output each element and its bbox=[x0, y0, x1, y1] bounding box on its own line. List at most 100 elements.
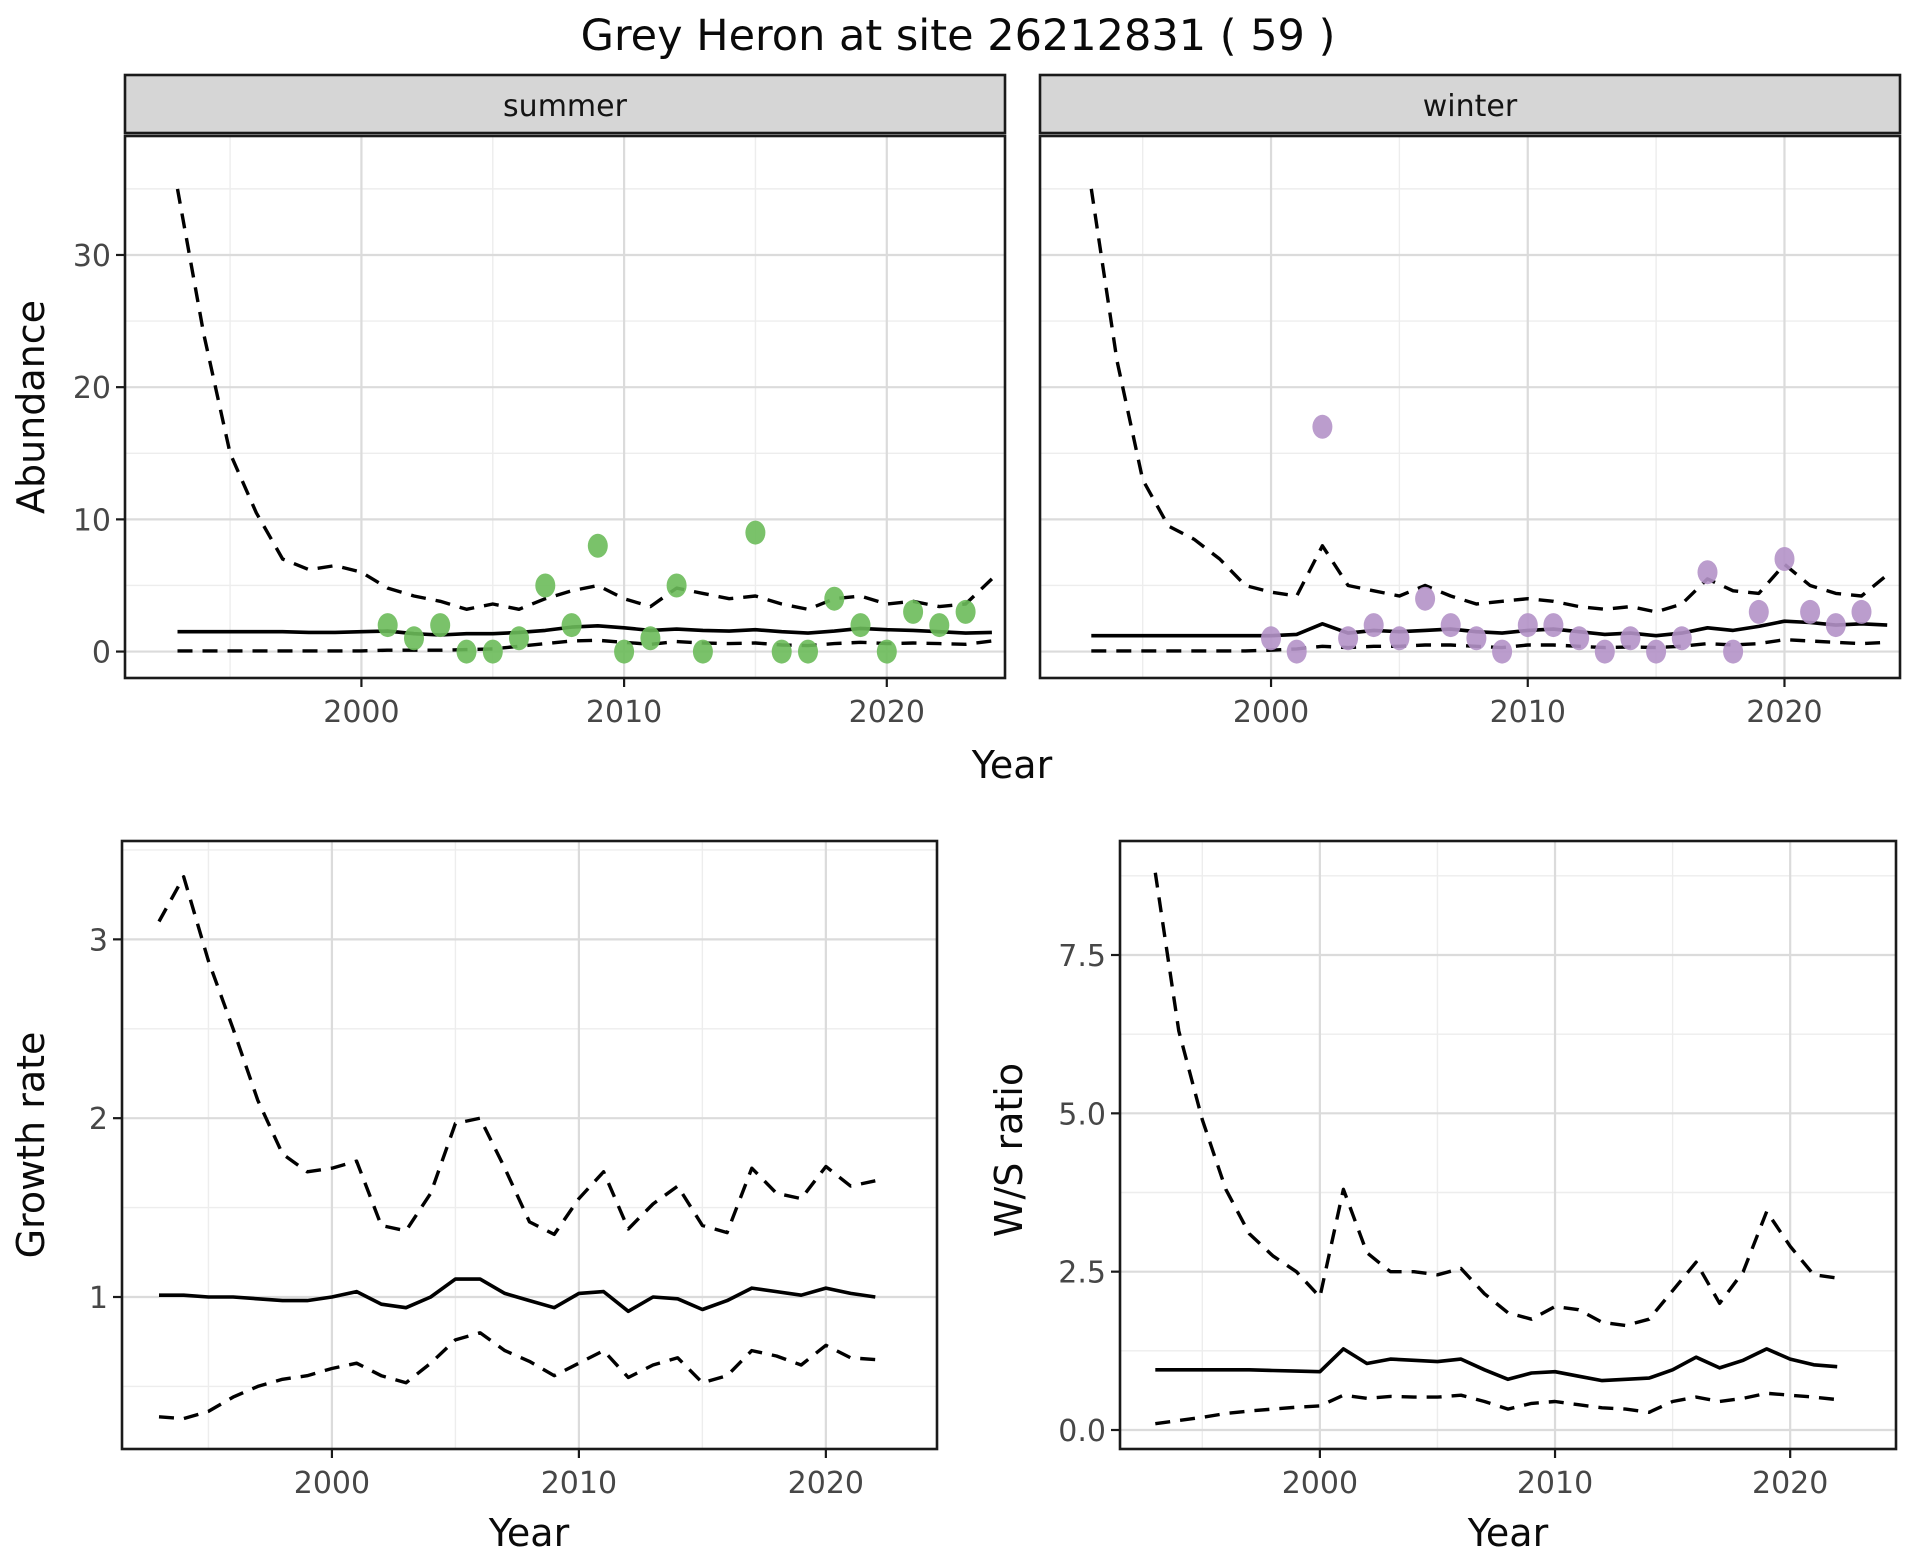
panel-abundance-summer: 2000 2010 2020 0 10 20 30 bbox=[73, 134, 1007, 730]
data-point bbox=[903, 599, 924, 624]
upper-ci-line bbox=[175, 188, 994, 611]
panel-border bbox=[1118, 839, 1898, 1451]
facet-strip-label-summer: summer bbox=[503, 89, 628, 124]
data-point bbox=[850, 613, 871, 638]
data-point bbox=[1569, 626, 1590, 651]
data-point bbox=[1363, 613, 1384, 638]
lower-ci-line bbox=[1155, 1391, 1838, 1426]
data-point bbox=[1389, 626, 1410, 651]
data-point bbox=[1697, 560, 1718, 585]
data-point bbox=[1671, 626, 1692, 651]
data-point bbox=[1261, 626, 1281, 651]
data-point bbox=[1620, 626, 1641, 651]
y-tick-label: 0.0 bbox=[1058, 1414, 1106, 1449]
data-point bbox=[1594, 639, 1615, 664]
x-tick-label: 2010 bbox=[1517, 1466, 1593, 1501]
y-tick-label: 2.5 bbox=[1058, 1256, 1106, 1291]
x-axis-title-year-growth: Year bbox=[488, 1511, 570, 1555]
data-point bbox=[824, 586, 845, 611]
data-point bbox=[798, 639, 818, 664]
data-point bbox=[1851, 599, 1872, 624]
data-point bbox=[1338, 626, 1359, 651]
data-point bbox=[955, 599, 976, 624]
y-axis-title-growth-rate: Growth rate bbox=[9, 1032, 53, 1259]
data-point bbox=[1517, 613, 1538, 638]
x-tick-label: 2010 bbox=[541, 1466, 617, 1501]
x-tick-label: 2010 bbox=[586, 695, 662, 730]
x-tick-label: 2020 bbox=[788, 1466, 864, 1501]
data-point bbox=[745, 520, 766, 545]
data-point bbox=[1286, 639, 1307, 664]
data-point bbox=[1466, 626, 1487, 651]
y-tick-label: 30 bbox=[73, 239, 111, 274]
data-point bbox=[771, 639, 792, 664]
x-tick-label: 2000 bbox=[1282, 1466, 1358, 1501]
panel-border bbox=[120, 839, 939, 1451]
upper-ci-line bbox=[1153, 872, 1838, 1328]
data-point bbox=[482, 639, 503, 664]
x-tick-label: 2000 bbox=[294, 1466, 370, 1501]
data-point bbox=[377, 613, 398, 638]
upper-ci-line bbox=[157, 875, 876, 1237]
data-point bbox=[509, 626, 529, 651]
data-point bbox=[876, 639, 897, 664]
data-point bbox=[430, 613, 451, 638]
panel-border bbox=[1038, 134, 1902, 680]
fit-line bbox=[1155, 1347, 1838, 1383]
data-point bbox=[1543, 613, 1564, 638]
y-axis-title-ws-ratio: W/S ratio bbox=[987, 1063, 1031, 1237]
data-point bbox=[404, 626, 424, 651]
data-point bbox=[1312, 414, 1333, 439]
data-point bbox=[1748, 599, 1769, 624]
data-point bbox=[640, 626, 661, 651]
y-tick-label: 2 bbox=[89, 1102, 108, 1137]
data-point bbox=[1825, 613, 1846, 638]
y-tick-label: 0 bbox=[92, 636, 111, 671]
facet-strip-summer bbox=[123, 73, 1007, 135]
y-tick-label: 10 bbox=[73, 503, 111, 538]
x-tick-label: 2020 bbox=[1752, 1466, 1828, 1501]
data-point bbox=[1723, 639, 1744, 664]
y-tick-label: 20 bbox=[73, 371, 111, 406]
data-point bbox=[587, 533, 608, 558]
y-tick-label: 7.5 bbox=[1058, 939, 1106, 974]
y-tick-label: 5.0 bbox=[1058, 1097, 1106, 1132]
data-point bbox=[929, 613, 950, 638]
lower-ci-line bbox=[177, 638, 993, 653]
data-point bbox=[535, 573, 556, 598]
panel-border bbox=[123, 134, 1007, 680]
y-tick-label: 3 bbox=[89, 923, 108, 958]
y-axis-title-abundance: Abundance bbox=[9, 300, 53, 514]
facet-strip-winter bbox=[1038, 73, 1902, 135]
x-axis-title-year-ws: Year bbox=[1467, 1511, 1549, 1555]
lower-ci-line bbox=[158, 1331, 876, 1421]
panel-growth-rate: 2000 2010 2020 1 2 3 bbox=[89, 839, 939, 1501]
data-point bbox=[1415, 586, 1436, 611]
data-point bbox=[692, 639, 713, 664]
chart-title: Grey Heron at site 26212831 ( 59 ) bbox=[581, 11, 1336, 61]
data-point bbox=[456, 639, 477, 664]
y-tick-label: 1 bbox=[89, 1281, 108, 1316]
data-point bbox=[1492, 639, 1513, 664]
x-tick-label: 2000 bbox=[323, 695, 399, 730]
x-tick-label: 2020 bbox=[1746, 695, 1822, 730]
panel-abundance-winter: 2000 2010 2020 bbox=[1038, 134, 1902, 730]
upper-ci-line bbox=[1089, 188, 1889, 614]
x-axis-title-year-top: Year bbox=[971, 743, 1053, 787]
x-tick-label: 2010 bbox=[1490, 695, 1566, 730]
x-tick-label: 2000 bbox=[1233, 695, 1309, 730]
lower-ci-line bbox=[1091, 638, 1888, 653]
data-point bbox=[561, 613, 582, 638]
data-point bbox=[1774, 547, 1795, 571]
data-point bbox=[1800, 599, 1821, 624]
data-point bbox=[614, 639, 635, 664]
fit-line bbox=[159, 1277, 876, 1314]
data-point bbox=[1440, 613, 1461, 638]
panel-ws-ratio: 2000 2010 2020 0.0 2.5 5.0 7.5 bbox=[1058, 839, 1898, 1501]
data-point bbox=[1646, 639, 1667, 664]
x-tick-label: 2020 bbox=[849, 695, 925, 730]
facet-strip-label-winter: winter bbox=[1423, 89, 1518, 124]
fit-line bbox=[1091, 619, 1888, 638]
